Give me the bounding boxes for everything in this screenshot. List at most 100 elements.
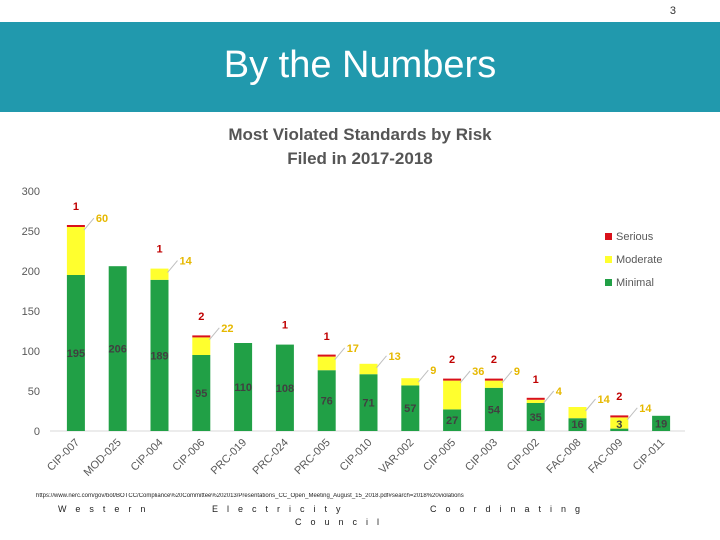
bar-minimal	[610, 428, 629, 431]
y-tick-label: 50	[28, 386, 40, 398]
x-tick-label: CIP-004	[129, 437, 166, 474]
leader-line-moderate	[376, 355, 387, 369]
bar-moderate	[443, 380, 462, 410]
bar-minimal	[484, 387, 503, 431]
data-label-moderate: 36	[472, 366, 484, 378]
data-label-minimal: 76	[321, 396, 333, 408]
page-number: 3	[669, 5, 676, 17]
data-label-moderate: 60	[96, 213, 108, 225]
data-label-moderate: 17	[347, 343, 359, 355]
bar-serious	[66, 225, 85, 227]
x-tick-label: CIP-002	[505, 437, 542, 474]
footer-word-coordinating: Coordinating	[430, 504, 590, 514]
leader-line-moderate	[459, 370, 471, 384]
data-label-serious: 1	[156, 244, 162, 256]
footer-word-western: Western	[58, 504, 155, 514]
bar-minimal	[108, 266, 127, 431]
data-label-minimal: 71	[362, 398, 374, 410]
leader-line-moderate	[543, 390, 555, 404]
data-label-serious: 2	[198, 311, 204, 323]
x-tick-label: VAR-002	[377, 437, 416, 476]
chart-area: Most Violated Standards by Risk Filed in…	[0, 112, 720, 492]
bar-moderate	[401, 378, 420, 386]
data-label-serious: 2	[449, 354, 455, 366]
leader-line-moderate	[417, 369, 429, 383]
bar-moderate	[484, 380, 503, 388]
bar-serious	[484, 378, 503, 381]
bar-moderate	[568, 407, 587, 419]
legend-swatch-serious	[605, 233, 612, 240]
data-label-minimal: 54	[488, 404, 501, 416]
bar-minimal	[359, 374, 378, 431]
data-label-minimal: 195	[67, 348, 85, 360]
x-tick-label: PRC-024	[251, 437, 291, 477]
bar-serious	[317, 354, 336, 357]
leader-line-moderate	[585, 398, 596, 412]
data-label-minimal: 35	[530, 412, 542, 424]
data-label-serious: 1	[324, 331, 330, 343]
bar-minimal	[317, 370, 336, 431]
data-label-serious: 1	[282, 320, 288, 332]
slide-title: By the Numbers	[223, 44, 497, 86]
bar-moderate	[610, 417, 629, 429]
source-url: https://www.nerc.com/gov/bot/BOTCC/Compl…	[36, 493, 464, 499]
title-banner	[0, 22, 720, 112]
data-label-minimal: 3	[616, 419, 622, 431]
data-label-minimal: 19	[655, 418, 667, 430]
legend-label-minimal: Minimal	[616, 277, 654, 289]
data-label-moderate: 9	[430, 365, 436, 377]
data-label-moderate: 9	[514, 366, 520, 378]
data-label-moderate: 14	[180, 256, 193, 268]
y-tick-label: 100	[22, 346, 40, 358]
leader-line-moderate	[334, 347, 346, 361]
bar-moderate	[192, 337, 211, 355]
data-label-moderate: 14	[639, 403, 652, 415]
y-tick-label: 150	[22, 306, 40, 318]
bar-serious	[192, 335, 211, 338]
data-label-serious: 1	[73, 201, 79, 213]
bar-minimal	[526, 403, 545, 431]
bar-minimal	[66, 275, 85, 431]
data-label-minimal: 206	[109, 344, 127, 356]
footer-word-council: Council	[295, 517, 389, 527]
legend-swatch-moderate	[605, 256, 612, 263]
x-tick-label: CIP-007	[45, 437, 82, 474]
bar-minimal	[652, 415, 671, 431]
x-tick-label: CIP-003	[463, 437, 500, 474]
legend-label-serious: Serious	[616, 231, 654, 243]
x-tick-label: PRC-019	[209, 437, 249, 477]
bar-minimal	[401, 385, 420, 431]
x-tick-label: PRC-005	[292, 437, 332, 477]
y-tick-label: 200	[22, 266, 40, 278]
bar-minimal	[443, 409, 462, 431]
x-tick-label: CIP-006	[170, 437, 207, 474]
violations-chart: Most Violated Standards by Risk Filed in…	[18, 112, 688, 479]
data-label-minimal: 110	[234, 382, 252, 394]
data-label-minimal: 27	[446, 415, 458, 427]
chart-title-line1: Most Violated Standards by Risk	[228, 125, 492, 144]
x-tick-label: CIP-005	[421, 437, 458, 474]
footer-word-electricity: Electricity	[212, 504, 350, 514]
legend-label-moderate: Moderate	[616, 254, 662, 266]
bar-minimal	[192, 355, 211, 431]
data-label-minimal: 108	[276, 383, 294, 395]
leader-line-moderate	[626, 407, 638, 421]
data-label-moderate: 13	[389, 351, 401, 363]
bar-minimal	[568, 418, 587, 431]
data-label-minimal: 57	[404, 403, 416, 415]
chart-title-line2: Filed in 2017-2018	[287, 149, 433, 168]
leader-line-moderate	[501, 370, 513, 384]
x-tick-label: CIP-010	[338, 437, 375, 474]
data-label-serious: 2	[491, 354, 497, 366]
data-label-moderate: 4	[556, 386, 563, 398]
y-tick-label: 250	[22, 226, 40, 238]
leader-line-moderate	[83, 217, 95, 231]
bar-serious	[526, 397, 545, 400]
data-label-moderate: 22	[221, 323, 233, 335]
bar-serious	[443, 378, 462, 381]
bar-moderate	[317, 356, 336, 371]
data-label-serious: 1	[533, 374, 539, 386]
x-tick-label: FAC-008	[544, 437, 583, 476]
y-tick-label: 0	[34, 426, 40, 438]
bar-minimal	[234, 343, 253, 431]
